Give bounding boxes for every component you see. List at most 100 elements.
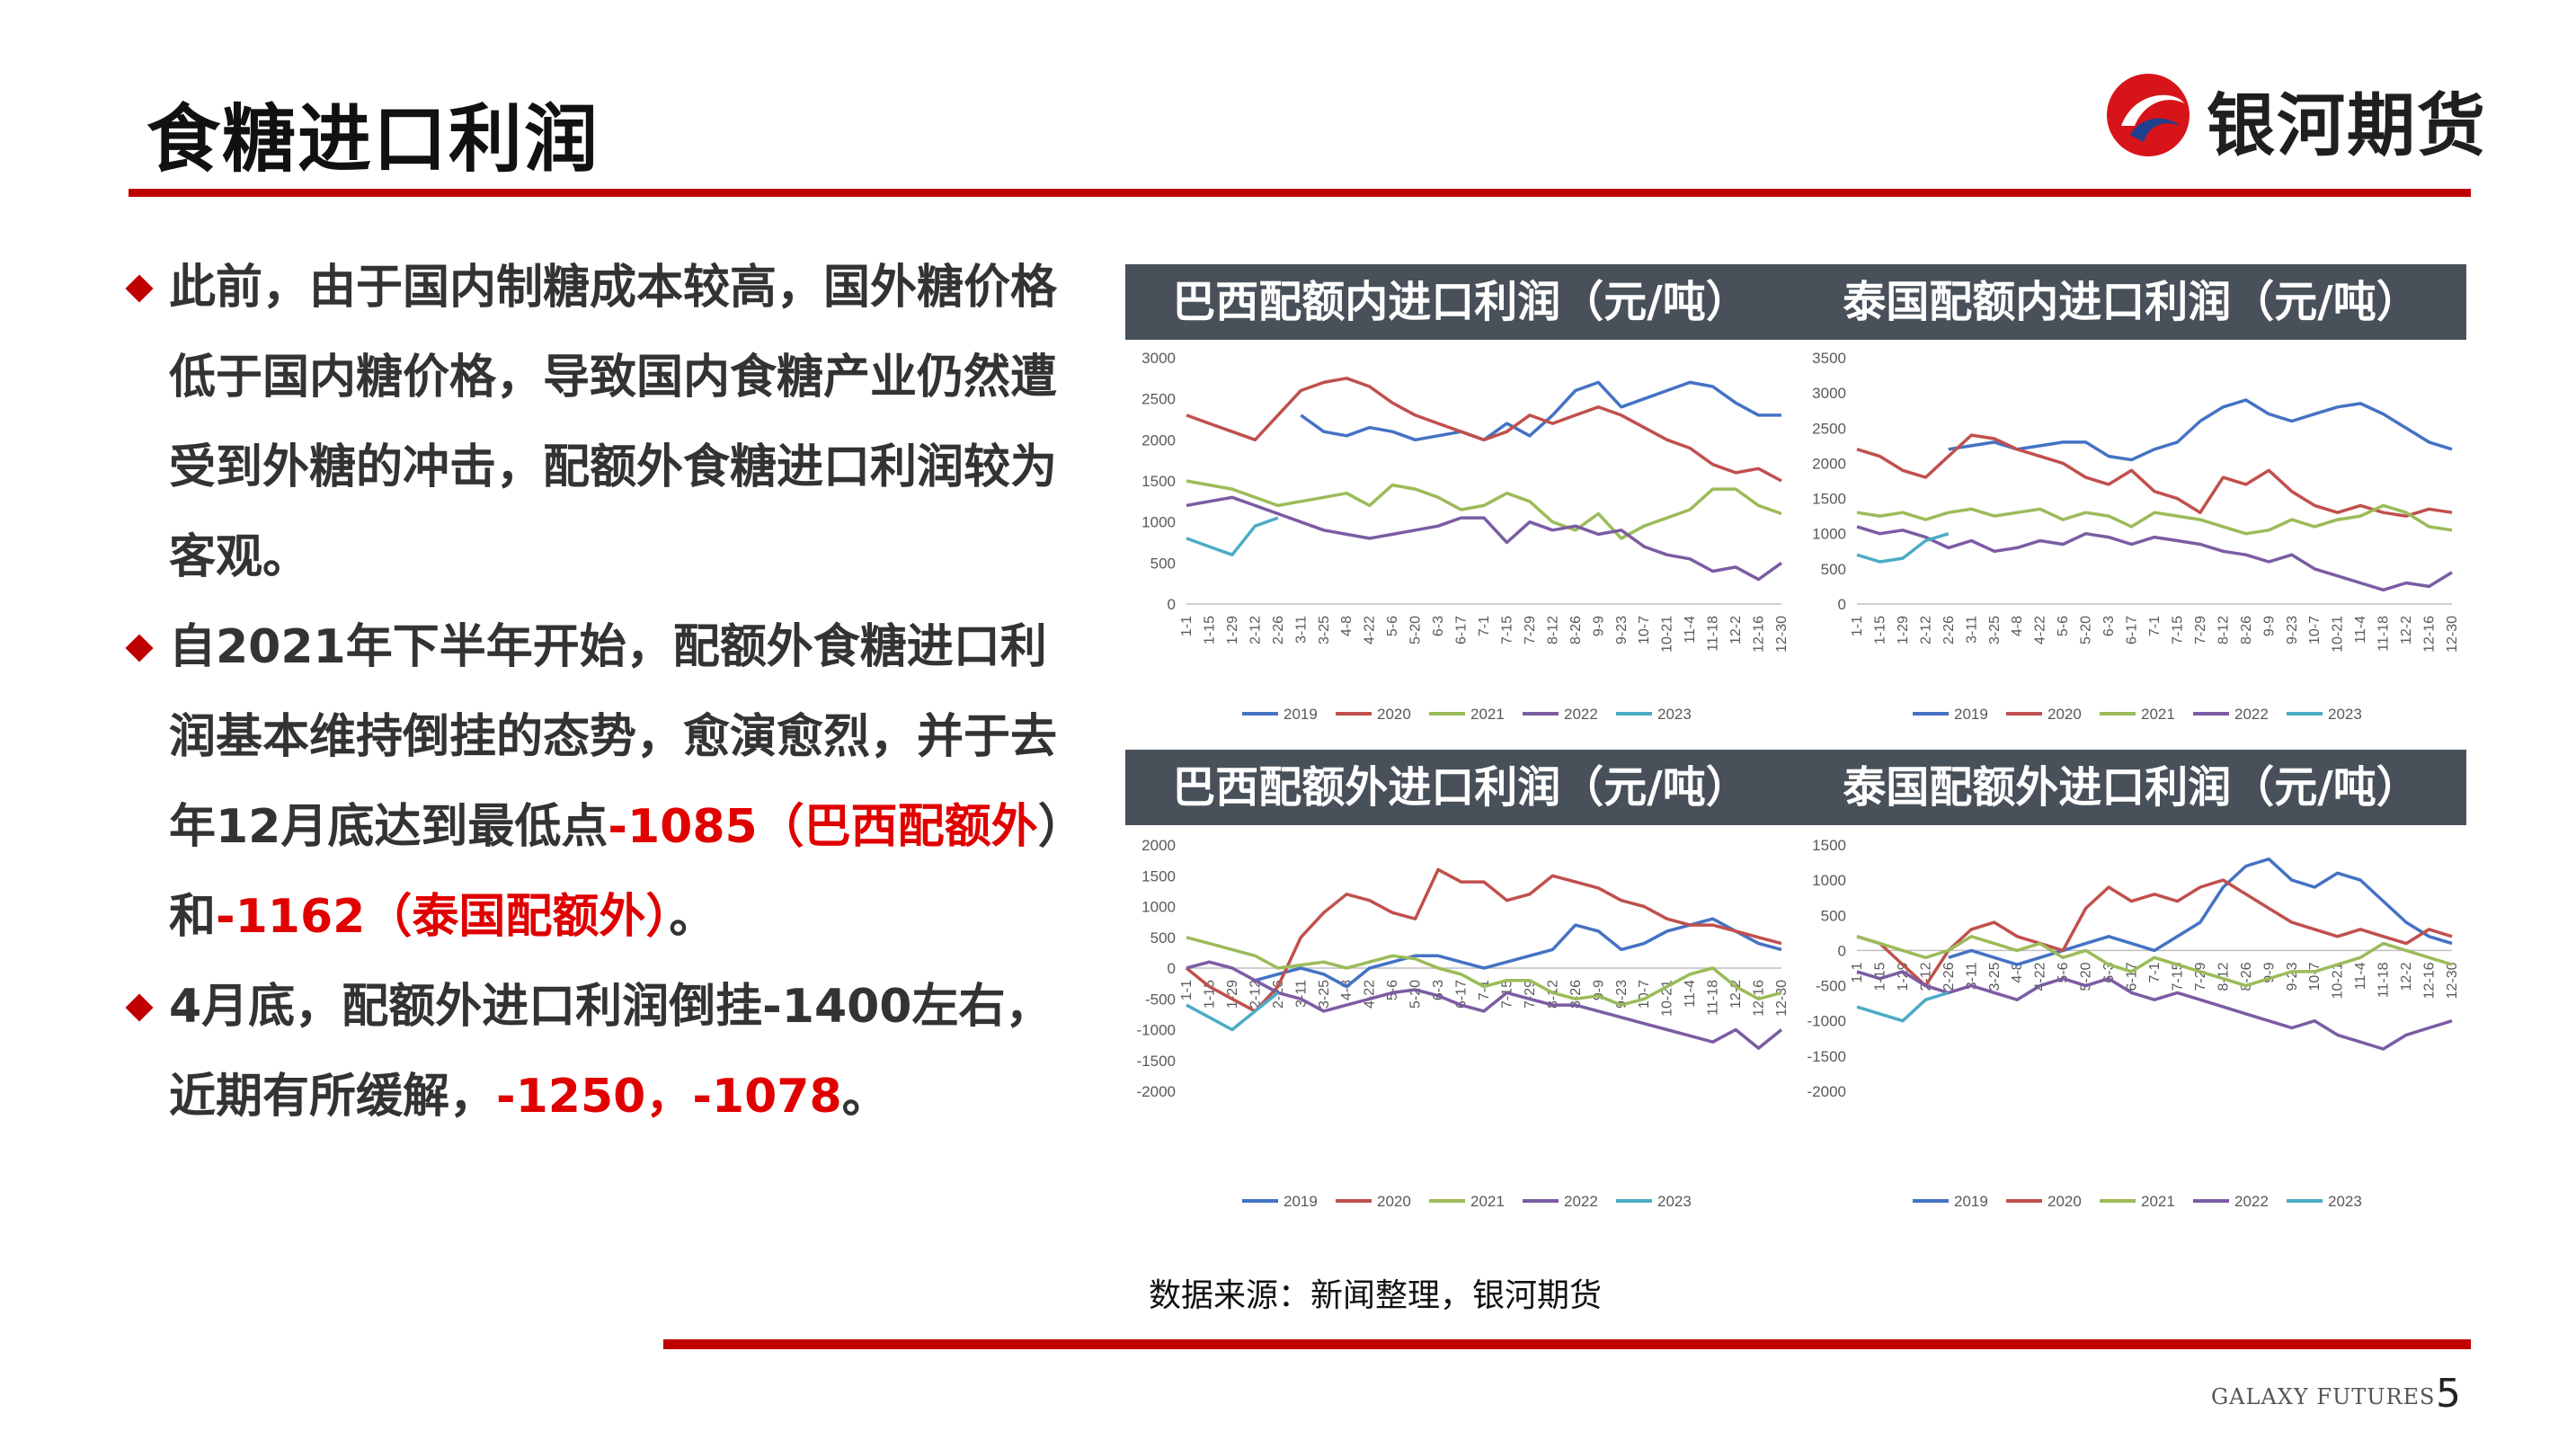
x-tick-label: 7-15 <box>2170 962 2185 991</box>
y-tick-label: 500 <box>1821 561 1846 578</box>
legend-label: 2023 <box>2328 706 2362 723</box>
series-line-2021 <box>1186 936 1782 1007</box>
x-tick-label: 12-16 <box>1752 616 1767 653</box>
x-tick-label: 7-29 <box>1523 616 1538 644</box>
series-line-2022 <box>1856 970 2453 1051</box>
x-tick-label: 5-6 <box>2056 616 2071 636</box>
x-tick-label: 8-12 <box>1545 616 1560 644</box>
y-tick-label: 500 <box>1150 929 1176 947</box>
x-tick-label: 7-1 <box>2147 616 2163 636</box>
x-tick-label: 1-29 <box>1896 616 1911 644</box>
x-tick-label: 2-26 <box>1941 962 1957 991</box>
y-tick-label: 1500 <box>1812 491 1846 508</box>
footer-divider <box>663 1339 2471 1349</box>
y-tick-label: 3000 <box>1141 350 1176 367</box>
legend-label: 2023 <box>2328 1193 2362 1210</box>
x-tick-label: 11-4 <box>2353 962 2368 990</box>
x-tick-label: 9-9 <box>2261 616 2277 636</box>
x-tick-label: 8-26 <box>1568 980 1584 1009</box>
x-tick-label: 11-18 <box>2376 962 2392 998</box>
x-tick-label: 5-20 <box>2079 616 2094 644</box>
y-tick-label: 2000 <box>1141 431 1176 449</box>
legend-label: 2021 <box>2141 706 2175 723</box>
x-tick-label: 9-9 <box>1591 616 1606 636</box>
y-tick-label: -1000 <box>1808 1013 1846 1030</box>
legend-label: 2021 <box>2141 1193 2175 1210</box>
x-tick-label: 12-2 <box>2399 616 2414 644</box>
x-tick-label: 1-15 <box>1872 616 1888 644</box>
bullet-text: 。 <box>841 1070 889 1124</box>
x-tick-label: 12-30 <box>1774 616 1790 653</box>
series-line-2019 <box>1948 857 2453 966</box>
y-tick-label: -1500 <box>1808 1048 1846 1065</box>
x-tick-label: 5-6 <box>1385 980 1400 1000</box>
x-tick-label: 6-3 <box>2101 616 2117 636</box>
x-tick-label: 2-12 <box>1248 616 1263 644</box>
y-tick-label: 1500 <box>1812 837 1846 854</box>
x-tick-label: 3-11 <box>1293 616 1309 644</box>
legend-label: 2022 <box>2234 706 2269 723</box>
legend-label: 2021 <box>1470 1193 1505 1210</box>
x-tick-label: 1-29 <box>1225 616 1240 644</box>
legend-label: 2019 <box>1954 1193 1988 1210</box>
x-tick-label: 4-22 <box>1363 980 1378 1009</box>
diamond-bullet-icon <box>125 274 154 303</box>
chart-brazil-out-quota: -2000 -1500 -1000 -500 0 500 1000 1500 2000 1-1 1-… <box>1137 837 1790 1210</box>
y-tick-label: 1000 <box>1812 526 1846 543</box>
x-tick-label: 5-6 <box>1385 616 1400 636</box>
x-tick-label: 1-1 <box>1179 616 1195 636</box>
x-tick-label: 3-25 <box>1317 616 1332 644</box>
page-title: 食糖进口利润 <box>147 97 600 182</box>
x-tick-label: 6-3 <box>1431 616 1446 636</box>
legend-label: 2020 <box>1377 1193 1411 1210</box>
x-tick-label: 1-1 <box>1850 616 1865 636</box>
x-tick-label: 3-25 <box>1317 980 1332 1009</box>
y-tick-label: -1000 <box>1137 1022 1176 1039</box>
series-line-2023 <box>1856 991 1950 1023</box>
x-tick-label: 11-4 <box>1683 616 1698 644</box>
legend-label: 2020 <box>2047 1193 2082 1210</box>
x-tick-label: 1-1 <box>1179 980 1195 1000</box>
x-tick-label: 12-30 <box>2445 616 2460 653</box>
series-line-2020 <box>1186 377 1782 483</box>
logo-text: 银河期货 <box>2207 85 2487 165</box>
x-tick-label: 10-21 <box>2331 616 2346 653</box>
y-tick-label: -2000 <box>1808 1083 1846 1100</box>
x-tick-label: 12-16 <box>2422 616 2438 653</box>
bullet-text: ）和 <box>169 800 1061 944</box>
series-line-2021 <box>1856 503 2453 536</box>
chart-brazil-in-quota: 0 500 1000 1500 2000 2500 3000 1-1 1-15 1-29 2-12 2… <box>1141 350 1790 723</box>
x-tick-label: 2-12 <box>1248 980 1263 1009</box>
legend-label: 2019 <box>1284 706 1318 723</box>
footer-brand: GALAXY FUTURES <box>2211 1384 2436 1409</box>
x-tick-label: 2-12 <box>1918 616 1933 644</box>
bullet-text: 。 <box>669 890 716 944</box>
series-line-2020 <box>1856 433 2453 518</box>
y-tick-label: 500 <box>1821 907 1846 924</box>
galaxy-logo: 银河期货 <box>2094 63 2485 165</box>
series-line-2022 <box>1186 495 1783 582</box>
x-tick-label: 7-15 <box>1499 616 1515 644</box>
bullet-list: 此前，由于国内制糖成本较高，国外糖价格低于国内糖价格，导致国内食糖产业仍然遭受到… <box>125 243 1079 1142</box>
legend-label: 2022 <box>1564 1193 1598 1210</box>
highlight-text: -1250，-1078 <box>496 1070 842 1124</box>
chart-title-brazil-in-quota: 巴西配额内进口利润（元/吨） <box>1125 264 1796 340</box>
x-tick-label: 10-21 <box>1660 616 1675 653</box>
x-tick-label: 12-2 <box>1728 980 1744 1009</box>
y-tick-label: 3000 <box>1812 385 1846 402</box>
x-tick-label: 4-8 <box>2010 962 2025 982</box>
series-line-2020 <box>1185 867 1782 1013</box>
y-tick-label: 3500 <box>1812 350 1846 367</box>
x-tick-label: 1-15 <box>1202 980 1217 1009</box>
x-tick-label: 5-6 <box>2056 962 2071 982</box>
legend-label: 2019 <box>1954 706 1988 723</box>
x-tick-label: 11-18 <box>1706 616 1721 652</box>
x-tick-label: 9-23 <box>1614 616 1630 644</box>
x-tick-label: 12-30 <box>1774 980 1790 1017</box>
series-line-2022 <box>1186 960 1783 1050</box>
x-tick-label: 5-20 <box>1408 980 1424 1009</box>
legend-label: 2022 <box>2234 1193 2269 1210</box>
x-tick-label: 8-12 <box>2216 962 2231 991</box>
x-tick-label: 11-4 <box>1683 980 1698 1008</box>
x-tick-label: 4-22 <box>1363 616 1378 644</box>
